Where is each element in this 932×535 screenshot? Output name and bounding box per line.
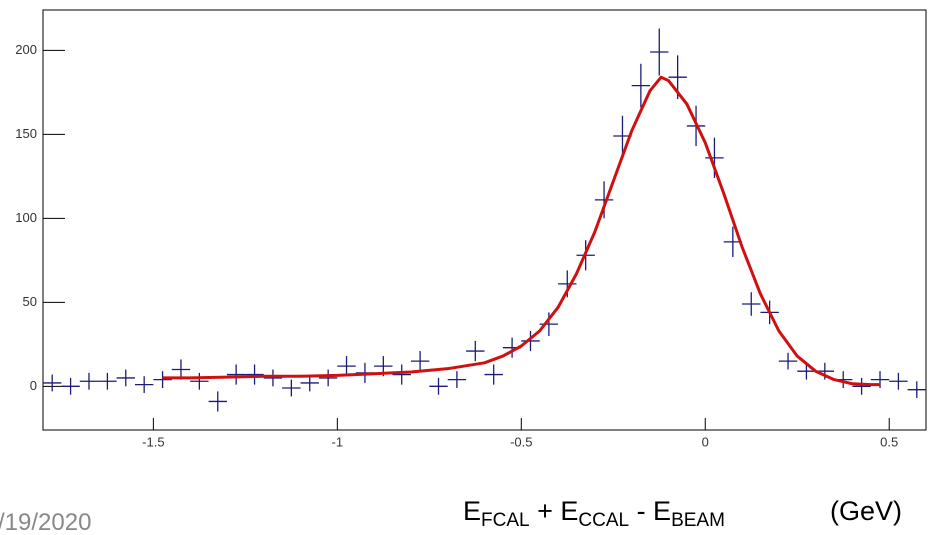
x-title-sub: CCAL [578,510,629,531]
x-title-part: + E [530,496,579,526]
footer-date: /19/2020 [0,509,91,535]
x-tick-label: -1 [332,434,344,449]
y-tick-label: 0 [30,378,37,393]
y-tick-label: 50 [23,294,37,309]
x-tick-label: -0.5 [510,434,532,449]
x-axis-title: EFCAL + ECCAL - EBEAM (GeV) [463,496,902,531]
x-tick-label: 0 [702,434,709,449]
x-tick-label: 0.5 [880,434,898,449]
x-title-part: - E [629,496,671,526]
x-title-unit: (GeV) [830,496,902,526]
fit-curve [162,75,881,387]
plot-frame [42,9,927,431]
y-tick-label: 100 [15,210,37,225]
x-tick-label: -1.5 [142,434,164,449]
x-title-part: E [463,496,481,526]
y-tick-label: 150 [15,126,37,141]
x-title-sub: FCAL [481,510,530,531]
y-tick-label: 200 [15,42,37,57]
x-title-sub: BEAM [671,510,725,531]
